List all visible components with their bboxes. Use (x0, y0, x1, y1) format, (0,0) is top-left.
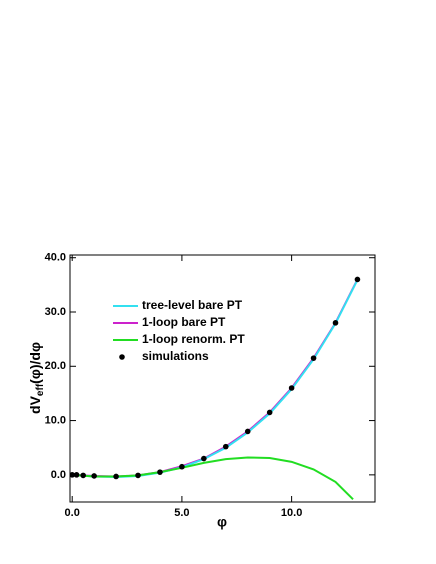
y-label-rest: (φ)/dφ (27, 342, 43, 384)
legend-label: 1-loop bare PT (142, 315, 226, 329)
data-point (354, 276, 361, 283)
data-point (266, 409, 273, 416)
y-tick-label: 30.0 (45, 306, 66, 318)
y-tick-label: 0.0 (51, 469, 66, 481)
legend-label: 1-loop renorm. PT (142, 332, 245, 346)
data-point (70, 472, 75, 478)
x-tick-label: 10.0 (281, 507, 302, 519)
y-tick-label: 10.0 (45, 414, 66, 426)
legend-label: tree-level bare PT (142, 298, 243, 312)
data-point (91, 473, 97, 479)
data-point (201, 455, 207, 462)
x-tick-label: 5.0 (174, 507, 189, 519)
y-axis-label: dVeff(φ)/dφ (27, 342, 46, 414)
data-point (332, 320, 339, 326)
plot-frame (69, 254, 376, 503)
data-point (310, 355, 317, 361)
y-label-main: dV (27, 395, 43, 414)
data-point (113, 473, 119, 480)
legend-marker (119, 354, 125, 360)
data-point (135, 472, 141, 479)
data-point (288, 385, 295, 391)
series-line (72, 456, 354, 500)
plot-area (70, 276, 361, 500)
x-tick-label: 0.0 (65, 507, 80, 519)
y-tick-label: 20.0 (45, 360, 66, 372)
data-point (73, 472, 80, 478)
data-point (222, 443, 229, 450)
data-point (157, 469, 163, 475)
y-label-sub: eff (35, 383, 46, 396)
x-axis-label: φ (217, 514, 227, 530)
data-point (179, 463, 185, 470)
y-tick-label: 40.0 (45, 252, 66, 264)
data-point (80, 472, 86, 479)
data-point (244, 428, 251, 435)
legend-label: simulations (142, 349, 209, 363)
